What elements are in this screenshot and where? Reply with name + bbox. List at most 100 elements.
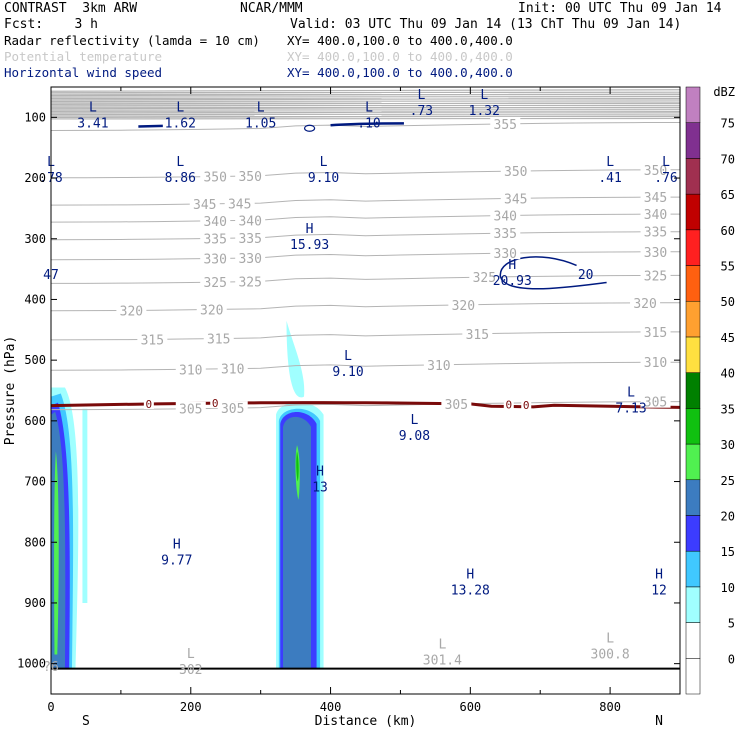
theta-label-bg: [235, 168, 266, 182]
colorbar-label: 5: [728, 617, 735, 631]
theta-label-bg: [640, 224, 671, 238]
theta-extremum-value: 300.8: [591, 648, 630, 663]
theta-label-bg: [224, 196, 255, 210]
theta-label-bg: [640, 162, 671, 176]
theta-label-bg: [448, 297, 479, 311]
valid-time: Valid: 03 UTC Thu 09 Jan 14 (13 ChT Thu …: [290, 17, 682, 32]
theta-contour-305: [51, 401, 680, 411]
colorbar-label: 20: [721, 509, 735, 523]
x-tick-label: 400: [320, 700, 342, 714]
theta-label: 345: [504, 192, 527, 207]
wind-extremum-value: 7.13: [615, 402, 646, 417]
theta-label: 310: [644, 356, 667, 371]
y-tick-label: 600: [24, 414, 46, 428]
wind-contours: [138, 122, 607, 290]
colorbar-swatch: [685, 300, 701, 338]
freezing-label-bg: [210, 397, 221, 409]
wind-extremum-value: 3.41: [77, 116, 108, 131]
colorbar-swatch: [685, 158, 701, 195]
wind-extremum-value: .41: [598, 171, 621, 186]
theta-contour-335: [51, 231, 680, 241]
y-tick-label: 200: [24, 171, 46, 185]
wind-extremum-letter: H: [508, 258, 516, 273]
theta-label: 305: [221, 402, 244, 417]
theta-contour-upper: [51, 115, 680, 119]
wind-extremum-value: 9.77: [161, 553, 192, 568]
wind-extremum-value: 8.86: [165, 171, 196, 186]
wind-extremum-letter: L: [89, 100, 97, 115]
wind-extremum-letter: H: [316, 465, 324, 480]
cell-2-5dbz-top: [286, 320, 305, 398]
wind-extremum-letter: L: [176, 100, 184, 115]
y-tick-label: 900: [24, 596, 46, 610]
reflectivity-fill: [51, 320, 324, 669]
wind-extremum-letter: L: [176, 155, 184, 170]
theta-contour-upper: [51, 89, 680, 92]
theta-label: 305: [644, 396, 667, 411]
colorbar-label: 45: [721, 331, 735, 345]
colorbar: 0 5 10 15 20 25 30 35 40 45 50 55 60 65 70 75 dBZ: [685, 85, 735, 695]
wind-extremum-letter: L: [257, 100, 265, 115]
theta-contour-upper: [51, 113, 680, 116]
freezing-label-bg: [503, 398, 514, 410]
theta-contour-upper: [51, 106, 680, 110]
theta-label-bg: [116, 303, 147, 317]
colorbar-label: 0: [728, 652, 735, 666]
wind-extremum-letter: L: [320, 155, 328, 170]
theta-label-bg: [200, 251, 231, 265]
theta-contour-upper: [51, 100, 680, 103]
colorbar-label: 55: [721, 260, 735, 274]
colorbar-label: 75: [721, 117, 735, 131]
y-tick-label: 400: [24, 292, 46, 306]
theta-contour-upper: [51, 95, 680, 98]
field-1-xy: XY= 400.0,100.0 to 400.0,400.0: [287, 33, 513, 48]
colorbar-swatch: [685, 372, 701, 409]
colorbar-label: 70: [721, 152, 735, 166]
theta-label-bg: [640, 394, 671, 408]
theta-label: 325: [203, 276, 226, 291]
theta-label: 305: [445, 398, 468, 413]
field-3-xy: XY= 400.0,100.0 to 400.0,400.0: [287, 65, 513, 80]
theta-label-bg: [640, 355, 671, 369]
theta-label-bg: [137, 332, 168, 346]
theta-label-bg: [640, 324, 671, 338]
theta-contour-upper: [51, 102, 680, 105]
wind-extremum-letter: H: [306, 222, 314, 237]
y-tick-label: 800: [24, 535, 46, 549]
theta-label-bg: [200, 213, 231, 227]
wind-extremum-letter: L: [480, 88, 488, 103]
colorbar-label: 35: [721, 402, 735, 416]
wind-extremum-letter: H: [466, 568, 474, 583]
theta-label: 350: [644, 164, 667, 179]
wind-extremum-value: 1.62: [165, 116, 196, 131]
theta-label-bg: [217, 361, 248, 375]
theta-contour-345: [51, 196, 680, 206]
x-tick-label: 800: [599, 700, 621, 714]
theta-label: 320: [633, 297, 656, 312]
colorbar-swatch: [685, 265, 701, 302]
theta-contours: [51, 89, 680, 411]
colorbar-label: 30: [721, 438, 735, 452]
wind-extremum-letter: L: [365, 100, 373, 115]
wind-extremum-value: 15.93: [290, 238, 329, 253]
theta-extremum-value: 302: [179, 663, 202, 678]
title-center: NCAR/MMM: [240, 1, 303, 16]
theta-extremum-value: 301.4: [423, 654, 462, 669]
x-tick-label: 200: [180, 700, 202, 714]
field-1-name: Radar reflectivity (lamda = 10 cm): [4, 33, 260, 48]
colorbar-swatch: [685, 193, 701, 231]
theta-label-bg: [189, 196, 220, 210]
wind-contour: [303, 124, 316, 132]
theta-label: 310: [221, 363, 244, 378]
theta-label: 315: [141, 333, 164, 348]
theta-label: 335: [494, 227, 517, 242]
cell-1-5dbz-strand: [82, 408, 88, 603]
colorbar-label: 25: [721, 474, 735, 488]
colorbar-swatch: [685, 550, 701, 588]
colorbar-swatch: [685, 443, 701, 481]
theta-label: 330: [494, 247, 517, 262]
theta-label-bg: [640, 207, 671, 221]
theta-label: 340: [203, 215, 226, 230]
theta-label-bg: [217, 401, 248, 415]
